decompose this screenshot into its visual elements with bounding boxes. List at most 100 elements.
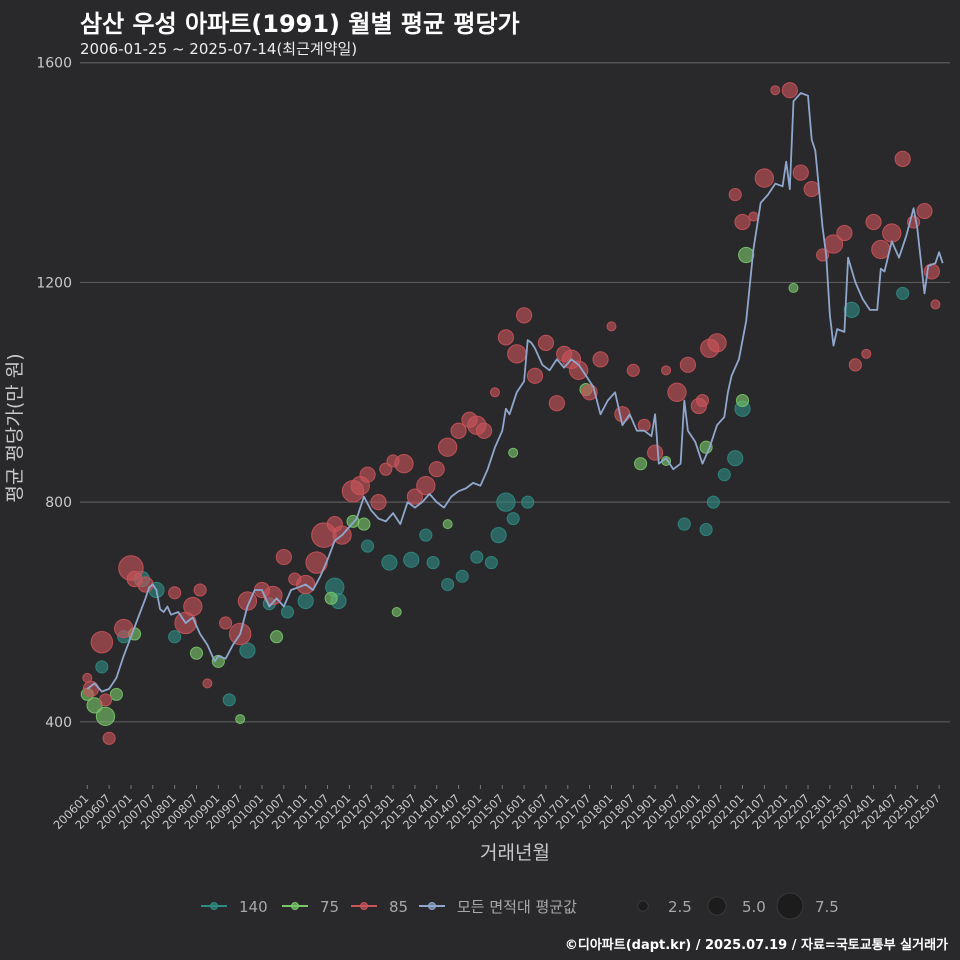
point-85 <box>548 395 565 412</box>
point-85 <box>359 466 376 483</box>
point-140 <box>403 551 420 568</box>
legend-label: 75 <box>320 898 339 916</box>
legend-item-85: 85 <box>351 898 408 916</box>
point-140 <box>381 554 398 571</box>
point-85 <box>803 180 820 198</box>
point-85 <box>193 583 207 597</box>
legend-size-label: 5.0 <box>742 898 766 916</box>
point-75 <box>634 457 648 471</box>
legend-label: 140 <box>239 898 268 916</box>
point-85 <box>707 333 727 353</box>
point-140 <box>706 495 720 509</box>
point-140 <box>168 630 182 644</box>
y-tick-label: 1200 <box>36 275 72 291</box>
grid-lines <box>80 62 950 723</box>
point-85 <box>379 462 393 476</box>
point-85 <box>728 188 742 202</box>
point-85 <box>894 150 911 167</box>
average-line-group <box>86 92 944 693</box>
point-75 <box>442 519 453 530</box>
point-85 <box>219 616 233 630</box>
point-85 <box>516 307 533 324</box>
point-140 <box>484 556 498 570</box>
source-credit: ©디아파트(dapt.kr) / 2025.07.19 / 자료=국토교통부 실… <box>564 938 948 953</box>
point-85 <box>82 680 100 697</box>
point-75 <box>508 447 519 458</box>
point-85 <box>569 360 589 380</box>
point-140 <box>470 550 484 564</box>
point-85 <box>183 596 203 617</box>
y-tick-label: 400 <box>45 715 72 731</box>
point-140 <box>717 468 731 482</box>
legend-size-label: 7.5 <box>815 898 839 916</box>
point-75 <box>235 714 246 725</box>
legend-size-label: 2.5 <box>668 898 692 916</box>
point-85 <box>537 334 555 351</box>
point-140 <box>843 301 860 319</box>
point-140 <box>496 492 516 512</box>
legend-item-avg: 모든 면적대 평균값 <box>419 898 577 916</box>
point-85 <box>626 363 640 377</box>
point-85 <box>275 548 292 566</box>
legend-size-item: 2.5 <box>637 898 692 916</box>
point-85 <box>475 422 493 439</box>
x-tick-labels: 2006012006072007012007072008012008072009… <box>50 785 943 832</box>
point-140 <box>95 660 109 674</box>
point-85 <box>679 356 697 373</box>
point-85 <box>592 351 609 368</box>
point-85 <box>416 476 436 496</box>
average-line <box>86 92 944 693</box>
point-140 <box>677 517 691 531</box>
point-140 <box>280 605 295 619</box>
point-85 <box>667 382 687 402</box>
legend-label: 모든 면적대 평균값 <box>457 898 577 916</box>
point-85 <box>647 444 664 461</box>
chart-title: 삼산 우성 아파트(1991) 월별 평균 평당가 <box>80 10 520 38</box>
point-85 <box>428 461 445 478</box>
point-75 <box>788 282 799 293</box>
legend-label: 85 <box>389 898 408 916</box>
point-75 <box>324 591 338 605</box>
point-85 <box>507 344 527 364</box>
point-85 <box>916 202 933 220</box>
point-140 <box>239 642 256 659</box>
point-75 <box>189 646 204 660</box>
point-85 <box>792 164 809 181</box>
point-85 <box>882 223 902 243</box>
point-85 <box>370 494 387 511</box>
point-140 <box>727 450 744 467</box>
point-85 <box>861 348 872 359</box>
series-140 <box>95 286 910 707</box>
point-140 <box>297 592 314 610</box>
point-85 <box>489 387 500 398</box>
series-85 <box>82 82 941 745</box>
legend-dot <box>428 902 436 910</box>
point-85 <box>614 406 631 423</box>
chart-subtitle: 2006-01-25 ~ 2025-07-14(최근계약일) <box>80 40 358 58</box>
legend-size-circle <box>637 900 649 912</box>
point-75 <box>95 706 116 726</box>
point-140 <box>426 556 440 570</box>
legend-size-circle <box>707 896 727 916</box>
point-75 <box>270 630 284 644</box>
point-75 <box>735 393 750 408</box>
point-85 <box>754 168 775 188</box>
point-85 <box>114 618 134 639</box>
point-85 <box>305 551 328 574</box>
y-axis-label: 평균 평당가(만 원) <box>4 353 26 502</box>
point-85 <box>748 211 759 222</box>
point-85 <box>90 630 114 654</box>
point-140 <box>506 512 520 526</box>
point-85 <box>526 367 544 384</box>
legend: 140 75 85 모든 면적대 평균값 2.5 5.0 7.5 <box>201 892 839 920</box>
point-140 <box>455 569 469 583</box>
legend-size-item: 7.5 <box>776 892 839 920</box>
point-85 <box>637 418 651 432</box>
legend-dot <box>291 902 299 910</box>
point-140 <box>441 577 455 592</box>
point-140 <box>521 495 535 509</box>
x-axis-label: 거래년월 <box>480 842 550 864</box>
point-140 <box>896 286 910 300</box>
